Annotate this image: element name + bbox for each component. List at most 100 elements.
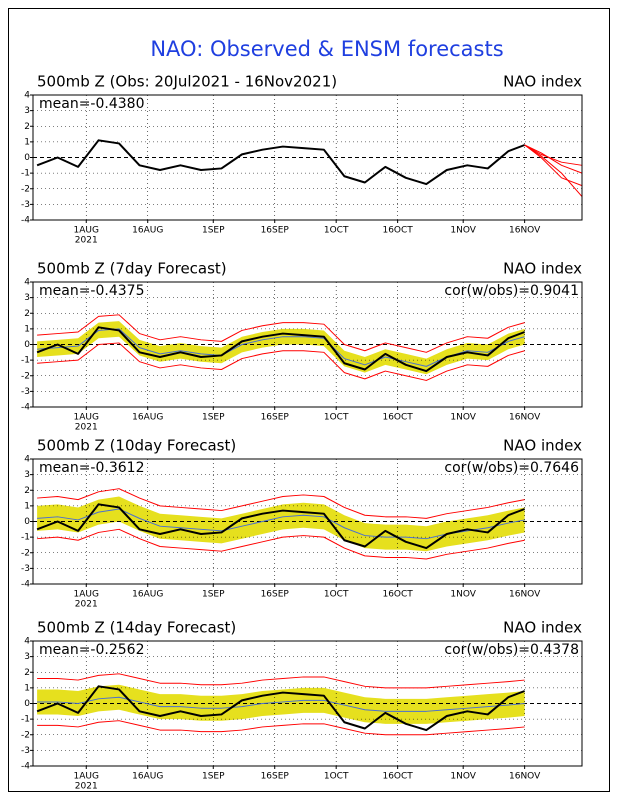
x-tick-label: 16OCT — [382, 772, 413, 782]
y-tick-label: 1 — [24, 324, 30, 334]
y-tick-label: 4 — [24, 637, 30, 647]
y-tick-label: -2 — [21, 548, 30, 558]
y-tick-label: -4 — [21, 403, 30, 413]
y-tick-label: 0 — [24, 699, 30, 709]
y-tick-label: -3 — [21, 200, 30, 210]
y-tick-label: 0 — [24, 340, 30, 350]
x-tick-label: 1SEP — [202, 772, 225, 782]
plot-border — [32, 640, 583, 767]
y-tick-label: 4 — [24, 91, 30, 101]
x-tick-label: 1SEP — [202, 590, 225, 600]
y-tick-label: 3 — [24, 293, 30, 303]
y-tick-label: -1 — [21, 533, 30, 543]
x-year-label: 2021 — [75, 782, 98, 792]
x-tick-label: 1AUG — [74, 226, 99, 236]
y-tick-label: -2 — [21, 730, 30, 740]
x-tick-label: 16NOV — [509, 413, 541, 423]
y-tick-label: -1 — [21, 356, 30, 366]
y-tick-label: 0 — [24, 517, 30, 527]
panel-title: 500mb Z (7day Forecast) — [37, 260, 227, 278]
series-line — [36, 685, 525, 732]
y-tick-label: -2 — [21, 371, 30, 381]
x-tick-label: 16SEP — [261, 772, 290, 782]
y-tick-label: 3 — [24, 652, 30, 662]
annotation: cor(w/obs)=0.4378 — [444, 642, 579, 658]
y-tick-label: 0 — [24, 153, 30, 163]
panel-subtitle: NAO index — [503, 619, 582, 637]
series-line — [37, 528, 525, 560]
x-tick-label: 16NOV — [509, 772, 541, 782]
y-tick-label: 2 — [24, 122, 30, 132]
x-tick-label: 1SEP — [202, 413, 225, 423]
x-year-label: 2021 — [75, 423, 98, 433]
panel-subtitle: NAO index — [503, 437, 582, 455]
y-tick-label: -4 — [21, 216, 30, 226]
y-tick-label: 1 — [24, 137, 30, 147]
x-tick-label: 1NOV — [450, 772, 476, 782]
y-tick-label: 4 — [24, 278, 30, 288]
panel-title: 500mb Z (14day Forecast) — [37, 619, 236, 637]
y-tick-label: 4 — [24, 455, 30, 465]
y-tick-label: 1 — [24, 501, 30, 511]
x-year-label: 2021 — [75, 600, 98, 610]
y-tick-label: 3 — [24, 106, 30, 116]
x-tick-label: 1AUG — [74, 590, 99, 600]
x-tick-label: 16SEP — [261, 590, 290, 600]
y-tick-label: -2 — [21, 184, 30, 194]
x-year-label: 2021 — [75, 236, 98, 246]
ensemble-spread — [37, 684, 525, 724]
y-tick-label: -3 — [21, 746, 30, 756]
x-tick-label: 1OCT — [324, 413, 349, 423]
series-line — [36, 326, 525, 373]
y-tick-label: 1 — [24, 683, 30, 693]
annotation: mean=-0.3612 — [39, 460, 144, 476]
y-tick-label: -1 — [21, 169, 30, 179]
x-tick-label: 1NOV — [450, 590, 476, 600]
x-tick-label: 1NOV — [450, 413, 476, 423]
x-tick-label: 16AUG — [132, 590, 163, 600]
series-line — [524, 144, 583, 166]
series-line — [37, 488, 525, 519]
series-line — [37, 720, 525, 736]
x-tick-label: 16OCT — [382, 413, 413, 423]
x-tick-label: 1AUG — [74, 413, 99, 423]
x-tick-label: 16NOV — [509, 590, 541, 600]
series-line — [37, 696, 525, 712]
y-tick-label: 2 — [24, 668, 30, 678]
x-tick-label: 1OCT — [324, 590, 349, 600]
series-line — [37, 673, 525, 689]
series-line — [36, 503, 525, 550]
y-tick-label: -3 — [21, 564, 30, 574]
y-tick-label: 3 — [24, 470, 30, 480]
annotation: mean=-0.4375 — [39, 283, 144, 299]
plot-border — [32, 94, 583, 221]
page-title: NAO: Observed & ENSM forecasts — [150, 37, 503, 61]
x-tick-label: 1OCT — [324, 772, 349, 782]
x-tick-label: 16SEP — [261, 226, 290, 236]
annotation: cor(w/obs)=0.9041 — [444, 283, 579, 299]
x-tick-label: 1SEP — [202, 226, 225, 236]
y-tick-label: -3 — [21, 387, 30, 397]
x-tick-label: 16OCT — [382, 590, 413, 600]
panel-subtitle: NAO index — [503, 73, 582, 91]
x-tick-label: 16SEP — [261, 413, 290, 423]
y-tick-label: 2 — [24, 486, 30, 496]
annotation: mean=-0.2562 — [39, 642, 144, 658]
panel-title: 500mb Z (Obs: 20Jul2021 - 16Nov2021) — [37, 73, 337, 91]
plot-border — [32, 458, 583, 585]
panel-subtitle: NAO index — [503, 260, 582, 278]
annotation: cor(w/obs)=0.7646 — [444, 460, 579, 476]
series-line — [524, 144, 583, 174]
plot-border — [32, 281, 583, 408]
y-tick-label: 2 — [24, 309, 30, 319]
series-line — [37, 342, 525, 381]
x-tick-label: 16OCT — [382, 226, 413, 236]
series-line — [524, 144, 583, 197]
x-tick-label: 16AUG — [132, 772, 163, 782]
y-tick-label: -4 — [21, 580, 30, 590]
y-tick-label: -4 — [21, 762, 30, 772]
x-tick-label: 1NOV — [450, 226, 476, 236]
x-tick-label: 1OCT — [324, 226, 349, 236]
panel-title: 500mb Z (10day Forecast) — [37, 437, 236, 455]
